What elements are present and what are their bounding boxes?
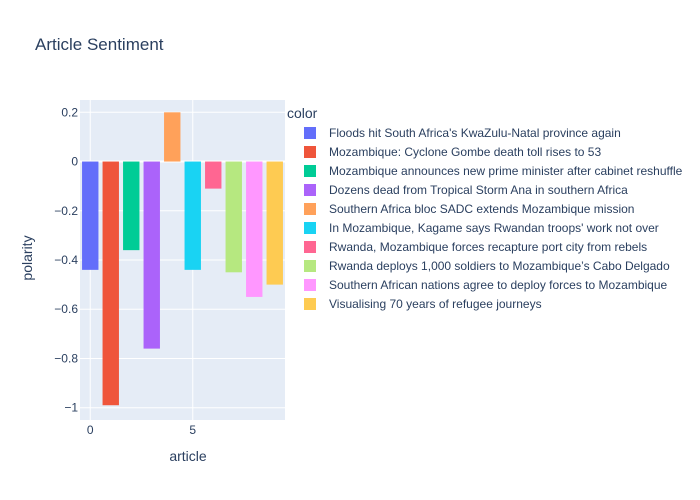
legend-label: Visualising 70 years of refugee journeys bbox=[329, 297, 542, 311]
y-tick-label: −0.4 bbox=[54, 253, 78, 267]
bar[interactable] bbox=[246, 161, 263, 297]
bar[interactable] bbox=[102, 161, 119, 406]
y-tick-label: −1 bbox=[64, 401, 78, 415]
bar[interactable] bbox=[123, 161, 140, 251]
bar[interactable] bbox=[266, 161, 283, 285]
legend-label: Mozambique announces new prime minister … bbox=[329, 164, 683, 178]
legend-label: Rwanda, Mozambique forces recapture port… bbox=[329, 240, 647, 254]
chart-title: Article Sentiment bbox=[35, 35, 164, 54]
legend-swatch bbox=[304, 260, 316, 272]
legend-label: Southern African nations agree to deploy… bbox=[329, 278, 668, 292]
legend-item[interactable]: Southern African nations agree to deploy… bbox=[304, 278, 668, 292]
legend-item[interactable]: Floods hit South Africa's KwaZulu-Natal … bbox=[304, 126, 621, 140]
plot-area bbox=[80, 100, 285, 420]
legend-item[interactable]: Rwanda deploys 1,000 soldiers to Mozambi… bbox=[304, 259, 670, 273]
legend-swatch bbox=[304, 165, 316, 177]
bar[interactable] bbox=[82, 161, 99, 270]
y-axis-title: polarity bbox=[19, 235, 35, 280]
legend-swatch bbox=[304, 222, 316, 234]
legend-item[interactable]: Visualising 70 years of refugee journeys bbox=[304, 297, 542, 311]
legend: color Floods hit South Africa's KwaZulu-… bbox=[287, 105, 683, 311]
bar[interactable] bbox=[164, 112, 181, 162]
legend-item[interactable]: Mozambique: Cyclone Gombe death toll ris… bbox=[304, 145, 601, 159]
x-tick-label: 0 bbox=[87, 423, 94, 437]
x-axis-title: article bbox=[169, 448, 207, 464]
y-axis-ticks: 0.2 0 −0.2 −0.4 −0.6 −0.8 −1 bbox=[54, 105, 78, 414]
legend-swatch bbox=[304, 279, 316, 291]
legend-label: In Mozambique, Kagame says Rwandan troop… bbox=[329, 221, 659, 235]
legend-swatch bbox=[304, 127, 316, 139]
legend-item[interactable]: Dozens dead from Tropical Storm Ana in s… bbox=[304, 183, 628, 197]
legend-item[interactable]: Rwanda, Mozambique forces recapture port… bbox=[304, 240, 647, 254]
bar[interactable] bbox=[143, 161, 160, 349]
legend-swatch bbox=[304, 184, 316, 196]
legend-label: Floods hit South Africa's KwaZulu-Natal … bbox=[329, 126, 621, 140]
y-tick-label: −0.6 bbox=[54, 302, 78, 316]
legend-item[interactable]: Southern Africa bloc SADC extends Mozamb… bbox=[304, 202, 634, 216]
legend-swatch bbox=[304, 146, 316, 158]
legend-title: color bbox=[287, 105, 318, 121]
bar[interactable] bbox=[225, 161, 242, 273]
legend-label: Rwanda deploys 1,000 soldiers to Mozambi… bbox=[329, 259, 670, 273]
legend-item[interactable]: Mozambique announces new prime minister … bbox=[304, 164, 683, 178]
bar[interactable] bbox=[184, 161, 201, 270]
legend-swatch bbox=[304, 203, 316, 215]
legend-label: Southern Africa bloc SADC extends Mozamb… bbox=[329, 202, 634, 216]
legend-items: Floods hit South Africa's KwaZulu-Natal … bbox=[304, 126, 683, 311]
y-tick-label: −0.8 bbox=[54, 351, 78, 365]
y-tick-label: −0.2 bbox=[54, 204, 78, 218]
legend-label: Dozens dead from Tropical Storm Ana in s… bbox=[329, 183, 628, 197]
y-tick-label: 0.2 bbox=[61, 105, 78, 119]
bar[interactable] bbox=[205, 161, 222, 189]
legend-swatch bbox=[304, 298, 316, 310]
x-tick-label: 5 bbox=[189, 423, 196, 437]
legend-item[interactable]: In Mozambique, Kagame says Rwandan troop… bbox=[304, 221, 659, 235]
bars bbox=[82, 112, 283, 406]
legend-label: Mozambique: Cyclone Gombe death toll ris… bbox=[329, 145, 601, 159]
legend-swatch bbox=[304, 241, 316, 253]
y-tick-label: 0 bbox=[71, 155, 78, 169]
